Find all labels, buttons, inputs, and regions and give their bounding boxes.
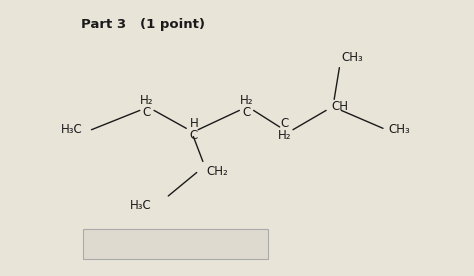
Text: H₃C: H₃C (61, 123, 83, 136)
Text: C
H₂: C H₂ (278, 118, 291, 142)
Text: H₂
C: H₂ C (140, 94, 154, 118)
Text: H₂
C: H₂ C (240, 94, 253, 118)
Text: CH: CH (332, 100, 349, 113)
Text: CH₂: CH₂ (206, 164, 228, 178)
FancyBboxPatch shape (83, 229, 268, 259)
Text: Part 3   (1 point): Part 3 (1 point) (81, 18, 205, 31)
Text: H₃C: H₃C (130, 199, 152, 212)
Text: H
C: H C (190, 118, 198, 142)
Text: CH₃: CH₃ (341, 51, 363, 65)
Text: CH₃: CH₃ (389, 123, 410, 136)
